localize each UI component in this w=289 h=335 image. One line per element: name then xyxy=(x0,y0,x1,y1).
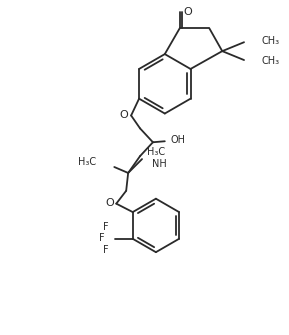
Text: CH₃: CH₃ xyxy=(262,36,280,46)
Text: O: O xyxy=(183,6,192,16)
Text: H₃C: H₃C xyxy=(147,147,165,157)
Text: F: F xyxy=(103,245,109,255)
Text: H₃C: H₃C xyxy=(78,157,97,167)
Text: O: O xyxy=(105,198,114,208)
Text: CH₃: CH₃ xyxy=(262,56,280,66)
Text: F: F xyxy=(103,222,109,232)
Text: OH: OH xyxy=(171,135,186,145)
Text: F: F xyxy=(99,233,105,243)
Text: NH: NH xyxy=(152,159,167,169)
Text: O: O xyxy=(120,110,129,120)
